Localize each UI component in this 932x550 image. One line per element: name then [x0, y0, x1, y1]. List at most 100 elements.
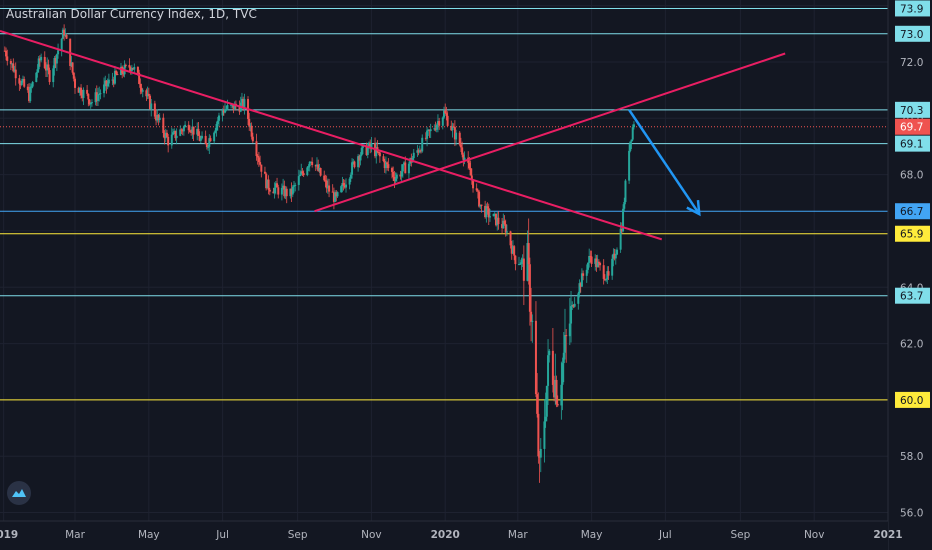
candle-body: [377, 151, 380, 153]
candle-body: [424, 137, 427, 139]
candle-body: [207, 146, 210, 148]
candle-body: [612, 253, 615, 259]
candle-body: [238, 106, 241, 112]
candle-body: [367, 142, 370, 148]
candle-body: [630, 139, 633, 142]
price-axis: [888, 0, 932, 550]
candle-body: [487, 208, 490, 218]
candle-body: [434, 128, 437, 130]
candle-body: [112, 79, 115, 84]
horizontal-levels: [0, 7, 888, 401]
candle-body: [588, 256, 591, 263]
candle-body: [190, 131, 193, 133]
candle-body: [570, 306, 573, 324]
candle-body: [521, 258, 524, 260]
candle-body: [582, 273, 585, 276]
candle-body: [554, 379, 557, 398]
candle-body: [301, 171, 304, 174]
candle-body: [89, 102, 92, 105]
x-tick-label: Jul: [215, 529, 229, 541]
candle-body: [468, 162, 471, 169]
candle-body: [619, 228, 622, 250]
candle-body: [216, 120, 219, 125]
candle-body: [556, 403, 559, 406]
candle-body: [361, 145, 364, 148]
candle-body: [197, 128, 200, 136]
candle-body: [418, 150, 421, 153]
candle-body: [538, 456, 541, 458]
level-price-tag-label: 66.7: [900, 206, 923, 218]
candle-body: [336, 192, 339, 197]
candle-body: [475, 188, 478, 191]
forecast-arrow-head: [686, 199, 701, 217]
candle-body: [562, 352, 565, 364]
candle-body: [384, 162, 387, 169]
tradingview-logo-icon[interactable]: [7, 481, 31, 505]
candle-body: [307, 166, 310, 168]
candle-body: [503, 220, 506, 225]
candle-body: [504, 224, 507, 233]
candle-body: [528, 264, 531, 312]
candle-body: [613, 253, 616, 259]
candle-body: [325, 180, 328, 189]
candle-body: [392, 171, 395, 177]
chart-title: Australian Dollar Currency Index, 1D, TV…: [6, 7, 257, 21]
candle-body: [57, 50, 60, 55]
candle-body: [251, 136, 254, 142]
candle-body: [594, 258, 597, 264]
candle-body: [232, 104, 235, 110]
candle-body: [107, 79, 110, 84]
candle-body: [61, 29, 64, 39]
level-price-tag-bg: [895, 203, 930, 220]
candle-body: [173, 130, 176, 133]
x-tick-label: 2019: [0, 529, 18, 541]
level-price-tag: 73.0: [895, 25, 930, 42]
candle-body: [18, 78, 21, 84]
candle-body: [292, 185, 295, 187]
candle-body: [578, 283, 581, 294]
candle-body: [149, 95, 152, 110]
level-price-tag-label: 60.0: [900, 395, 923, 407]
candle-body: [428, 129, 431, 132]
candle-body: [282, 185, 285, 188]
candle-body: [317, 164, 320, 171]
candle-body: [175, 135, 178, 139]
candle-body: [351, 162, 354, 175]
candle-body: [94, 92, 97, 103]
x-tick-label: Mar: [508, 529, 528, 541]
candle-body: [404, 162, 407, 174]
candle-body: [191, 126, 194, 133]
level-price-tag-label: 73.0: [900, 29, 923, 41]
candle-body: [165, 132, 168, 137]
candle-body: [607, 271, 610, 276]
candle-body: [163, 133, 166, 139]
candle-body: [436, 121, 439, 125]
candle-body: [315, 164, 318, 167]
candle-body: [19, 83, 22, 85]
candle-body: [180, 129, 183, 131]
candle-body: [502, 220, 505, 229]
x-tick-label: May: [138, 529, 160, 541]
x-tick-label: 2020: [431, 529, 460, 541]
candle-body: [443, 110, 445, 118]
candle-body: [54, 58, 57, 64]
candle-body: [289, 188, 292, 197]
level-price-tag-label: 70.3: [900, 105, 923, 117]
candle-body: [242, 98, 245, 108]
candle-body: [451, 126, 454, 131]
candle-body: [273, 187, 276, 194]
candle-body: [553, 384, 556, 398]
candle-body: [407, 163, 410, 174]
candle-body: [561, 363, 564, 385]
candle-body: [453, 127, 456, 140]
candle-body: [323, 175, 326, 181]
candle-body: [458, 132, 461, 145]
candle-body: [416, 150, 419, 153]
candle-body: [116, 73, 119, 75]
candle-body: [64, 34, 67, 36]
level-price-tag: 65.9: [895, 225, 930, 242]
x-tick-label: Mar: [65, 529, 85, 541]
candle-body: [248, 118, 251, 127]
candle-body: [543, 421, 546, 449]
